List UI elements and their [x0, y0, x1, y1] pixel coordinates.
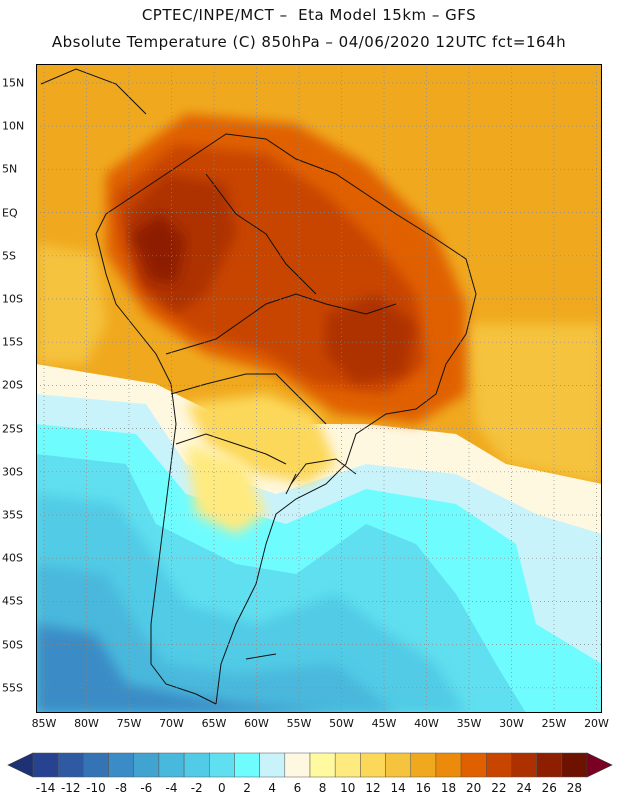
graticule	[36, 64, 602, 713]
lon-label: 80W	[74, 717, 99, 730]
colorbar-swatch	[561, 752, 588, 778]
lon-label: 70W	[159, 717, 184, 730]
colorbar-swatch	[259, 752, 286, 778]
colorbar-label: 0	[218, 781, 226, 795]
lon-label: 45W	[371, 717, 397, 730]
colorbar-swatch	[410, 752, 437, 778]
colorbar-label: 20	[466, 781, 482, 795]
lat-label: 15N	[2, 76, 25, 90]
field-band-24-east	[326, 294, 416, 384]
colorbar-swatch	[536, 752, 563, 778]
colorbar-label: -10	[86, 781, 106, 795]
colorbar-swatch	[133, 752, 160, 778]
title-line-2: Absolute Temperature (C) 850hPa – 04/06/…	[51, 33, 567, 51]
field-band-26	[131, 214, 186, 284]
lat-label: 15S	[2, 335, 23, 349]
colorbar-label: 2	[243, 781, 251, 795]
colorbar-label: 4	[268, 781, 277, 795]
colorbar-swatch	[309, 752, 336, 778]
lon-label: 55W	[286, 717, 312, 730]
lat-label: 25S	[2, 422, 23, 436]
colorbar-swatch	[83, 752, 109, 778]
map-canvas	[36, 64, 602, 713]
colorbar-label: -4	[165, 781, 178, 795]
lon-label: 60W	[244, 717, 269, 730]
colorbar-swatch	[183, 752, 210, 778]
lon-label: 65W	[201, 717, 227, 730]
lon-label: 30W	[499, 717, 524, 730]
colorbar-swatch	[57, 752, 84, 778]
field-band-12-plains	[186, 444, 266, 534]
colorbar-over-arrow	[586, 752, 613, 778]
colorbar-swatch	[360, 752, 386, 778]
colorbar-label: -2	[190, 781, 203, 795]
colorbar-swatch	[511, 752, 537, 778]
colorbar-swatch	[435, 752, 462, 778]
colorbar-swatch	[32, 752, 59, 778]
colorbar-label: 6	[293, 781, 302, 795]
colorbar-swatch	[334, 752, 361, 778]
lat-label: EQ	[2, 206, 18, 220]
lat-label: 50S	[2, 638, 23, 652]
colorbar-swatch	[486, 752, 512, 778]
colorbar-swatch	[460, 752, 487, 778]
coastlines	[40, 68, 477, 705]
lon-label: 50W	[329, 717, 354, 730]
colorbar-label: 26	[541, 781, 557, 795]
colorbar-label: -14	[35, 781, 56, 795]
colorbar-swatch	[158, 752, 185, 778]
lon-label: 35W	[456, 717, 482, 730]
colorbar-swatch	[108, 752, 134, 778]
field-band-18-patagonia	[186, 394, 336, 484]
field-band-minus4	[36, 624, 336, 713]
colorbar-label: 24	[516, 781, 532, 795]
lat-label: 10S	[2, 292, 23, 306]
lat-label: 55S	[2, 681, 23, 695]
field-band-minus2	[36, 564, 396, 713]
colorbar-swatch	[209, 752, 235, 778]
field-band-16-east	[466, 324, 602, 484]
lon-label: 85W	[31, 717, 57, 730]
lat-label: 20S	[2, 378, 23, 392]
temperature-map	[36, 64, 602, 713]
colorbar-label: 16	[415, 781, 431, 795]
colorbar-label: 14	[390, 781, 406, 795]
lat-label: 5S	[2, 249, 16, 263]
colorbar-label: -12	[60, 781, 81, 795]
field-band-16-west	[36, 244, 106, 364]
colorbar-label: 28	[566, 781, 583, 795]
title-line-1: CPTEC/INPE/MCT – Eta Model 15km – GFS	[141, 6, 477, 24]
colorbar-label: -8	[115, 781, 128, 795]
colorbar-swatch	[284, 752, 311, 778]
lat-label: 5N	[2, 162, 18, 176]
colorbar-swatch	[385, 752, 411, 778]
colorbar	[7, 752, 613, 778]
colorbar-label: 22	[491, 781, 507, 795]
map-frame	[36, 64, 602, 713]
lat-label: 35S	[2, 508, 23, 522]
colorbar-label: -6	[140, 781, 153, 795]
colorbar-swatch	[234, 752, 260, 778]
lat-label: 30S	[2, 465, 23, 479]
lat-label: 40S	[2, 551, 23, 565]
lon-label: 40W	[414, 717, 439, 730]
colorbar-label: 10	[340, 781, 356, 795]
lat-label: 45S	[2, 594, 23, 608]
colorbar-label: 12	[365, 781, 381, 795]
colorbar-label: 8	[318, 781, 327, 795]
colorbar-under-arrow	[7, 752, 34, 778]
lat-label: 10N	[2, 119, 25, 133]
lon-label: 20W	[584, 717, 609, 730]
colorbar-label: 18	[440, 781, 457, 795]
lon-label: 25W	[541, 717, 567, 730]
lon-label: 75W	[116, 717, 142, 730]
